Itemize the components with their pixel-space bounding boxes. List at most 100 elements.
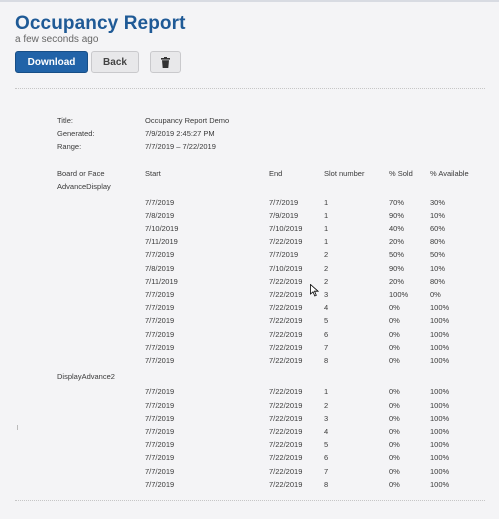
meta-title-label: Title:: [57, 116, 73, 125]
table-row-available-cell: 100%: [430, 467, 450, 476]
table-row-end-cell: 7/22/2019: [269, 303, 303, 312]
table-row-slot-cell: 2: [324, 264, 329, 273]
table-row-start-cell: 7/8/2019: [145, 211, 175, 220]
column-header-start: Start: [145, 169, 161, 178]
table-row-slot-cell: 2: [324, 277, 329, 286]
table-row-sold-cell: 20%: [389, 277, 405, 286]
table-row-available-cell: 10%: [430, 211, 446, 220]
table-row-start-cell: 7/11/2019: [145, 237, 178, 246]
page-title: Occupancy Report: [15, 13, 186, 34]
table-row-slot-cell: 6: [324, 453, 329, 462]
table-row-end-cell: 7/10/2019: [269, 264, 303, 273]
table-row-slot-cell: 3: [324, 414, 329, 423]
column-header-available: % Available: [430, 169, 469, 178]
table-row-start-cell: 7/7/2019: [145, 250, 175, 259]
meta-generated-value: 7/9/2019 2:45:27 PM: [145, 129, 215, 138]
table-row-end-cell: 7/22/2019: [269, 277, 303, 286]
column-header-board: Board or Face: [57, 169, 105, 178]
table-row-start-cell: 7/7/2019: [145, 330, 175, 339]
table-row-slot-cell: 1: [324, 387, 329, 396]
table-row-sold-cell: 90%: [389, 211, 405, 220]
table-row-start-cell: 7/7/2019: [145, 427, 175, 436]
download-button[interactable]: Download: [15, 51, 88, 73]
scroll-mark: [17, 425, 18, 430]
table-row-slot-cell: 5: [324, 316, 329, 325]
table-row-available-cell: 80%: [430, 237, 446, 246]
table-row-slot-cell: 1: [324, 198, 329, 207]
table-row-start-cell: 7/7/2019: [145, 316, 175, 325]
table-row-slot-cell: 7: [324, 467, 329, 476]
table-row-sold-cell: 40%: [389, 224, 405, 233]
table-row-sold-cell: 0%: [389, 440, 400, 449]
table-row-end-cell: 7/22/2019: [269, 290, 303, 299]
table-row-start-cell: 7/7/2019: [145, 303, 175, 312]
table-row-start-cell: 7/7/2019: [145, 356, 175, 365]
column-header-end: End: [269, 169, 283, 178]
table-row-end-cell: 7/22/2019: [269, 356, 303, 365]
table-row-available-cell: 60%: [430, 224, 446, 233]
table-row-slot-cell: 3: [324, 290, 329, 299]
table-row-available-cell: 100%: [430, 427, 450, 436]
table-row-slot-cell: 5: [324, 440, 329, 449]
table-row-end-cell: 7/22/2019: [269, 237, 303, 246]
table-row-available-cell: 10%: [430, 264, 446, 273]
column-header-slot: Slot number: [324, 169, 365, 178]
trash-icon: [161, 56, 170, 68]
table-row-slot-cell: 4: [324, 427, 329, 436]
table-row-sold-cell: 90%: [389, 264, 405, 273]
table-row-start-cell: 7/7/2019: [145, 290, 175, 299]
table-row-available-cell: 100%: [430, 387, 450, 396]
table-row-end-cell: 7/22/2019: [269, 414, 303, 423]
table-row-end-cell: 7/22/2019: [269, 316, 303, 325]
table-row-available-cell: 100%: [430, 356, 450, 365]
table-row-end-cell: 7/7/2019: [269, 250, 299, 259]
table-row-slot-cell: 4: [324, 303, 329, 312]
table-row-slot-cell: 2: [324, 401, 329, 410]
table-row-sold-cell: 0%: [389, 303, 400, 312]
table-row-sold-cell: 0%: [389, 401, 400, 410]
table-row-sold-cell: 0%: [389, 467, 400, 476]
table-row-sold-cell: 0%: [389, 356, 400, 365]
back-button[interactable]: Back: [91, 51, 139, 73]
table-row-sold-cell: 0%: [389, 427, 400, 436]
meta-title-value: Occupancy Report Demo: [145, 116, 230, 125]
table-row-sold-cell: 20%: [389, 237, 405, 246]
column-header-sold: % Sold: [389, 169, 413, 178]
board-group-label: DisplayAdvance2: [57, 372, 115, 381]
table-row-available-cell: 100%: [430, 453, 450, 462]
table-row-available-cell: 100%: [430, 414, 450, 423]
table-row-slot-cell: 8: [324, 356, 329, 365]
table-row-start-cell: 7/7/2019: [145, 198, 175, 207]
table-row-sold-cell: 0%: [389, 387, 400, 396]
table-row-sold-cell: 0%: [389, 316, 400, 325]
table-row-slot-cell: 1: [324, 237, 329, 246]
report-top-divider: [15, 88, 485, 89]
mouse-cursor-icon: [310, 283, 320, 302]
table-row-start-cell: 7/7/2019: [145, 343, 175, 352]
delete-button[interactable]: [150, 51, 181, 73]
table-row-end-cell: 7/22/2019: [269, 467, 303, 476]
meta-range-label: Range:: [57, 142, 82, 151]
table-row-sold-cell: 70%: [389, 198, 405, 207]
table-row-available-cell: 100%: [430, 330, 450, 339]
page-subtitle-timestamp: a few seconds ago: [15, 34, 99, 45]
table-row-start-cell: 7/8/2019: [145, 264, 175, 273]
table-row-start-cell: 7/7/2019: [145, 401, 175, 410]
table-row-available-cell: 80%: [430, 277, 446, 286]
table-row-slot-cell: 1: [324, 211, 329, 220]
table-row-start-cell: 7/7/2019: [145, 414, 175, 423]
table-row-sold-cell: 0%: [389, 480, 400, 489]
table-row-available-cell: 50%: [430, 250, 446, 259]
table-row-end-cell: 7/22/2019: [269, 401, 303, 410]
table-row-end-cell: 7/7/2019: [269, 198, 299, 207]
table-row-start-cell: 7/7/2019: [145, 467, 175, 476]
report-bottom-divider: [15, 500, 485, 501]
table-row-start-cell: 7/7/2019: [145, 480, 175, 489]
table-row-start-cell: 7/7/2019: [145, 453, 175, 462]
meta-generated-label: Generated:: [57, 129, 95, 138]
table-row-available-cell: 30%: [430, 198, 446, 207]
table-row-end-cell: 7/22/2019: [269, 427, 303, 436]
table-row-start-cell: 7/7/2019: [145, 387, 175, 396]
table-row-end-cell: 7/22/2019: [269, 387, 303, 396]
table-row-available-cell: 100%: [430, 440, 450, 449]
